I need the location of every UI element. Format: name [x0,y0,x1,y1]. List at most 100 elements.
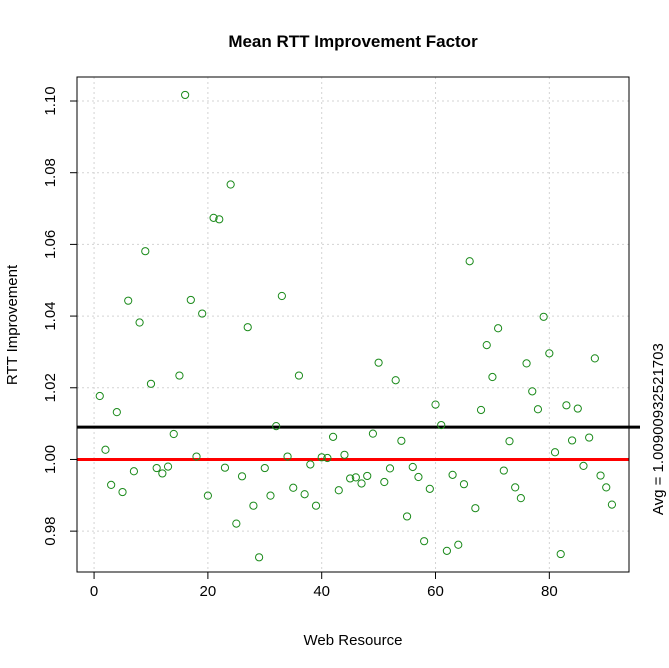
data-point [277,291,286,301]
y-tick-label: 1.00 [42,445,59,474]
data-point [391,376,400,385]
data-point [232,519,241,528]
data-point [476,405,486,415]
data-point [596,471,605,480]
data-point [328,432,338,441]
data-point [579,461,588,471]
data-point [340,450,349,459]
data-point [374,358,383,367]
data-point [215,215,224,224]
chart-title: Mean RTT Improvement Factor [228,32,478,51]
x-tick-label: 40 [313,583,330,600]
avg-label: Avg = 1.00900932521703 [650,343,667,515]
data-point [573,404,582,413]
data-point [465,257,474,266]
y-tick-label: 0.98 [42,517,59,546]
data-point [220,463,230,472]
data-point [511,483,520,492]
data-point [306,460,315,469]
y-tick-label: 1.02 [42,373,59,402]
data-point [505,437,514,446]
data-point [141,247,150,256]
data-point [522,359,531,368]
y-axis-label: RTT Improvement [4,264,21,385]
data-point [203,491,212,500]
data-point [129,467,139,476]
data-point [311,501,321,510]
data-point [272,422,281,431]
data-point [95,391,104,401]
data-point [300,490,309,499]
data-point [243,323,252,332]
data-point [380,477,389,487]
data-point [567,436,577,445]
data-point [431,400,440,409]
data-point [402,512,412,521]
x-tick-label: 60 [427,583,444,600]
data-point [323,453,332,463]
data-point [255,553,264,562]
data-point [146,379,156,388]
data-point [351,473,360,482]
data-point [550,448,560,457]
data-point [488,372,497,382]
data-point [266,491,275,500]
data-point [425,484,434,493]
data-point [317,453,326,462]
data-point [209,213,218,222]
y-tick-label: 1.04 [42,301,59,330]
data-point [163,462,173,471]
data-point [198,309,207,318]
data-point [289,483,298,492]
x-axis-label: Web Resource [304,632,403,649]
data-point [158,469,167,478]
y-axis: 0.98 1.00 1.02 1.04 1.06 1.08 1.10 [42,86,78,546]
data-point [533,405,543,414]
data-point [152,463,161,473]
data-point [602,483,611,492]
data-point [135,318,144,327]
data-point [363,471,372,481]
data-point [585,433,594,442]
data-point [124,296,133,305]
data-point [112,408,121,417]
y-tick-label: 1.10 [42,86,59,115]
data-point [294,371,304,380]
data-point [368,429,378,438]
data-point [283,452,292,461]
data-point [192,452,201,461]
data-point [454,540,463,549]
data-points [95,90,617,562]
y-tick-label: 1.08 [42,158,59,187]
data-point [499,466,508,475]
x-tick-label: 80 [541,583,558,600]
data-point [186,295,195,305]
data-point [482,341,491,350]
data-point [260,463,269,473]
data-point [437,420,446,430]
x-tick-label: 0 [90,583,98,600]
data-point [397,436,406,445]
data-point [237,472,247,481]
data-point [175,371,184,380]
data-point [226,180,235,189]
data-point [181,90,190,100]
data-point [494,324,503,333]
data-point [562,401,571,410]
data-point [590,354,599,363]
data-point [516,494,525,503]
data-point [420,537,429,546]
data-point [528,387,537,396]
data-point [539,312,548,321]
data-point [471,504,480,513]
data-point [556,549,565,559]
reference-lines [77,425,640,461]
data-point [118,487,127,497]
y-tick-label: 1.06 [42,230,59,259]
data-point [607,500,617,509]
x-axis: 0 20 40 60 80 [90,571,558,600]
data-point [249,501,258,510]
data-point [442,546,451,555]
